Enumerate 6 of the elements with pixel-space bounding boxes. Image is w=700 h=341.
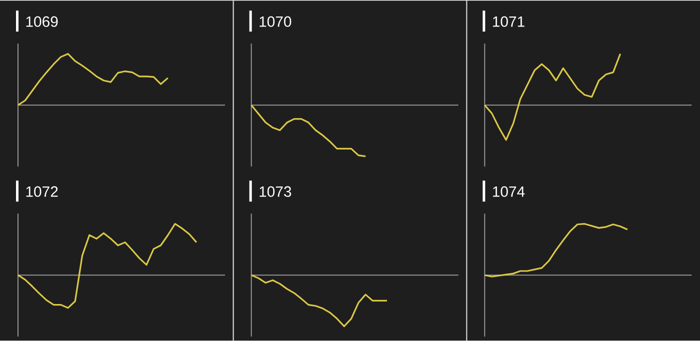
chart-title: 1074: [493, 186, 525, 197]
chart-title: 1073: [260, 186, 292, 197]
chart-title: 1069: [26, 16, 58, 27]
chart-title: 1071: [493, 16, 524, 27]
chart-title: 1072: [26, 186, 58, 197]
chart-title: 1070: [260, 16, 292, 27]
